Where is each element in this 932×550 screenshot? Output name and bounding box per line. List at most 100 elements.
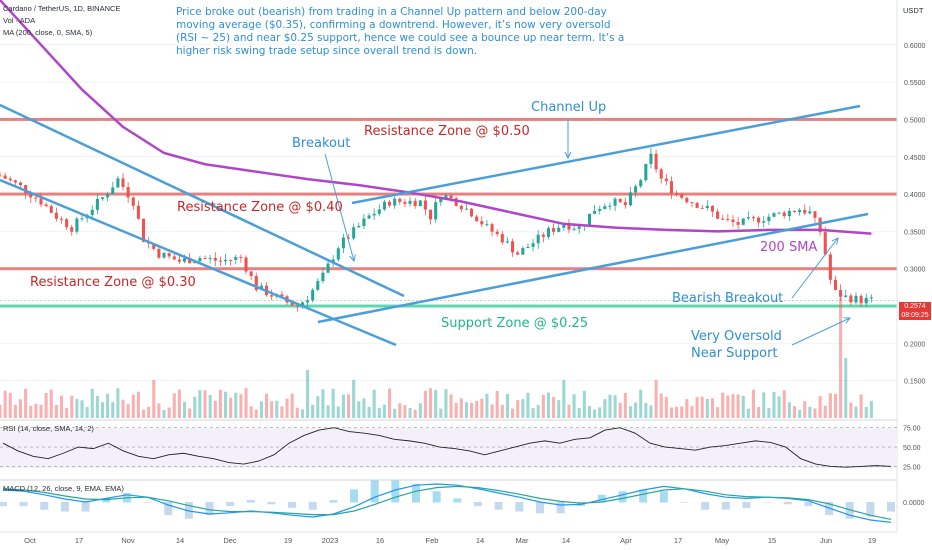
volume-bar [347,394,351,418]
resistance-030-label: Resistance Zone @ $0.30 [30,275,196,290]
breakout-label: Breakout [292,136,351,151]
candle-body [172,256,176,260]
countdown-tag: 08:09:25 [899,311,931,320]
volume-bar [372,389,376,418]
volume-bar [818,395,822,418]
candle-body [762,221,766,223]
volume-bar [393,408,397,418]
candle-body [500,234,504,243]
candle-body [798,209,802,213]
candle-body [234,257,238,260]
volume-bar [29,405,33,418]
volume-bar [470,402,474,418]
macd-histogram-bar [370,480,379,503]
volume-bar [731,394,735,418]
volume-bar [321,389,325,418]
candle-body [767,216,771,222]
macd-histogram-bar [473,502,482,507]
volume-bar [444,389,448,418]
macd-histogram-bar [887,502,895,512]
volume-bar [439,408,443,418]
candle-body [306,300,310,303]
macd-histogram-bar [0,502,7,507]
price-tick-label: 0.6000 [904,43,926,50]
volume-bar [100,402,105,418]
candle-body [746,217,750,219]
volume-bar [675,406,679,418]
candle-body [854,295,858,303]
candle-body [808,211,812,214]
candle-body [44,204,48,207]
macd-histogram-bar [329,500,338,503]
candle-body [388,201,392,206]
candle-body [485,224,489,226]
volume-bar [341,394,345,418]
candle-body [254,275,258,291]
rsi-line [2,427,892,468]
time-tick-label: 19 [284,536,292,545]
time-tick-label: 19 [868,536,876,545]
volume-bar [270,401,274,418]
volume-bar [198,390,202,418]
macd-histogram-bar [81,502,90,512]
candle-body [3,175,7,179]
volume-bar [485,393,489,418]
candle-body [685,197,689,203]
candle-body [516,252,520,255]
volume-bar [316,396,320,418]
candle-body [121,178,125,187]
time-tick-label: 2023 [322,536,339,545]
candle-body [39,198,43,205]
price-axis[interactable]: 0.6000 0.5500 0.5000 0.4500 0.4000 0.3500 0.30… [896,0,926,532]
candle-body [398,198,402,202]
macd-histogram-bar [680,502,689,503]
candle-body [403,201,407,204]
volume-bar [413,409,417,418]
volume-bar [787,402,791,418]
candle-body [131,197,135,206]
time-tick-label: Oct [24,536,37,545]
oversold-label-line1: Very Oversold [691,329,782,344]
channel-line [0,103,405,298]
macd-histogram-bar [164,502,173,516]
candle-body [429,209,433,220]
candle-body [844,295,848,297]
time-tick-label: Jun [820,536,832,545]
time-tick-label: May [715,536,729,545]
volume-bar [623,393,627,418]
candle-body [70,227,74,232]
candle-body [49,206,53,213]
candle-body [593,210,597,214]
macd-histogram-bar [288,502,297,508]
candle-body [828,254,832,280]
candle-body [106,194,110,198]
volume-bar [90,388,94,418]
candle-body [669,181,674,194]
candle-body [8,178,12,181]
time-tick-label: 14 [562,536,570,545]
volume-bar [659,393,663,418]
candle-body [644,163,648,181]
candle-body [152,243,156,249]
candle-body [572,228,576,230]
volume-bar [157,403,161,418]
candle-body [536,234,540,244]
volume-bar [223,391,228,418]
volume-bar [654,380,658,418]
volume-bar [541,394,545,418]
candle-body [208,257,212,259]
arrow-head [831,237,839,245]
macd-histogram-bar [432,491,441,503]
bearish-breakout-label: Bearish Breakout [672,291,784,306]
candle-body [408,200,412,204]
price-tick-label: 0.3000 [904,267,926,274]
candle-body [639,180,643,187]
volume-bar [516,400,520,418]
candle-body [54,212,58,219]
time-axis[interactable]: Oct 17 Nov 14 Dec 19 2023 16 Feb 14 Mar 14 Apr 17 May 1… [0,531,897,545]
macd-histogram-bar [267,502,276,505]
candle-body [859,295,863,304]
volume-bar [613,395,617,418]
candle-body [526,246,530,249]
